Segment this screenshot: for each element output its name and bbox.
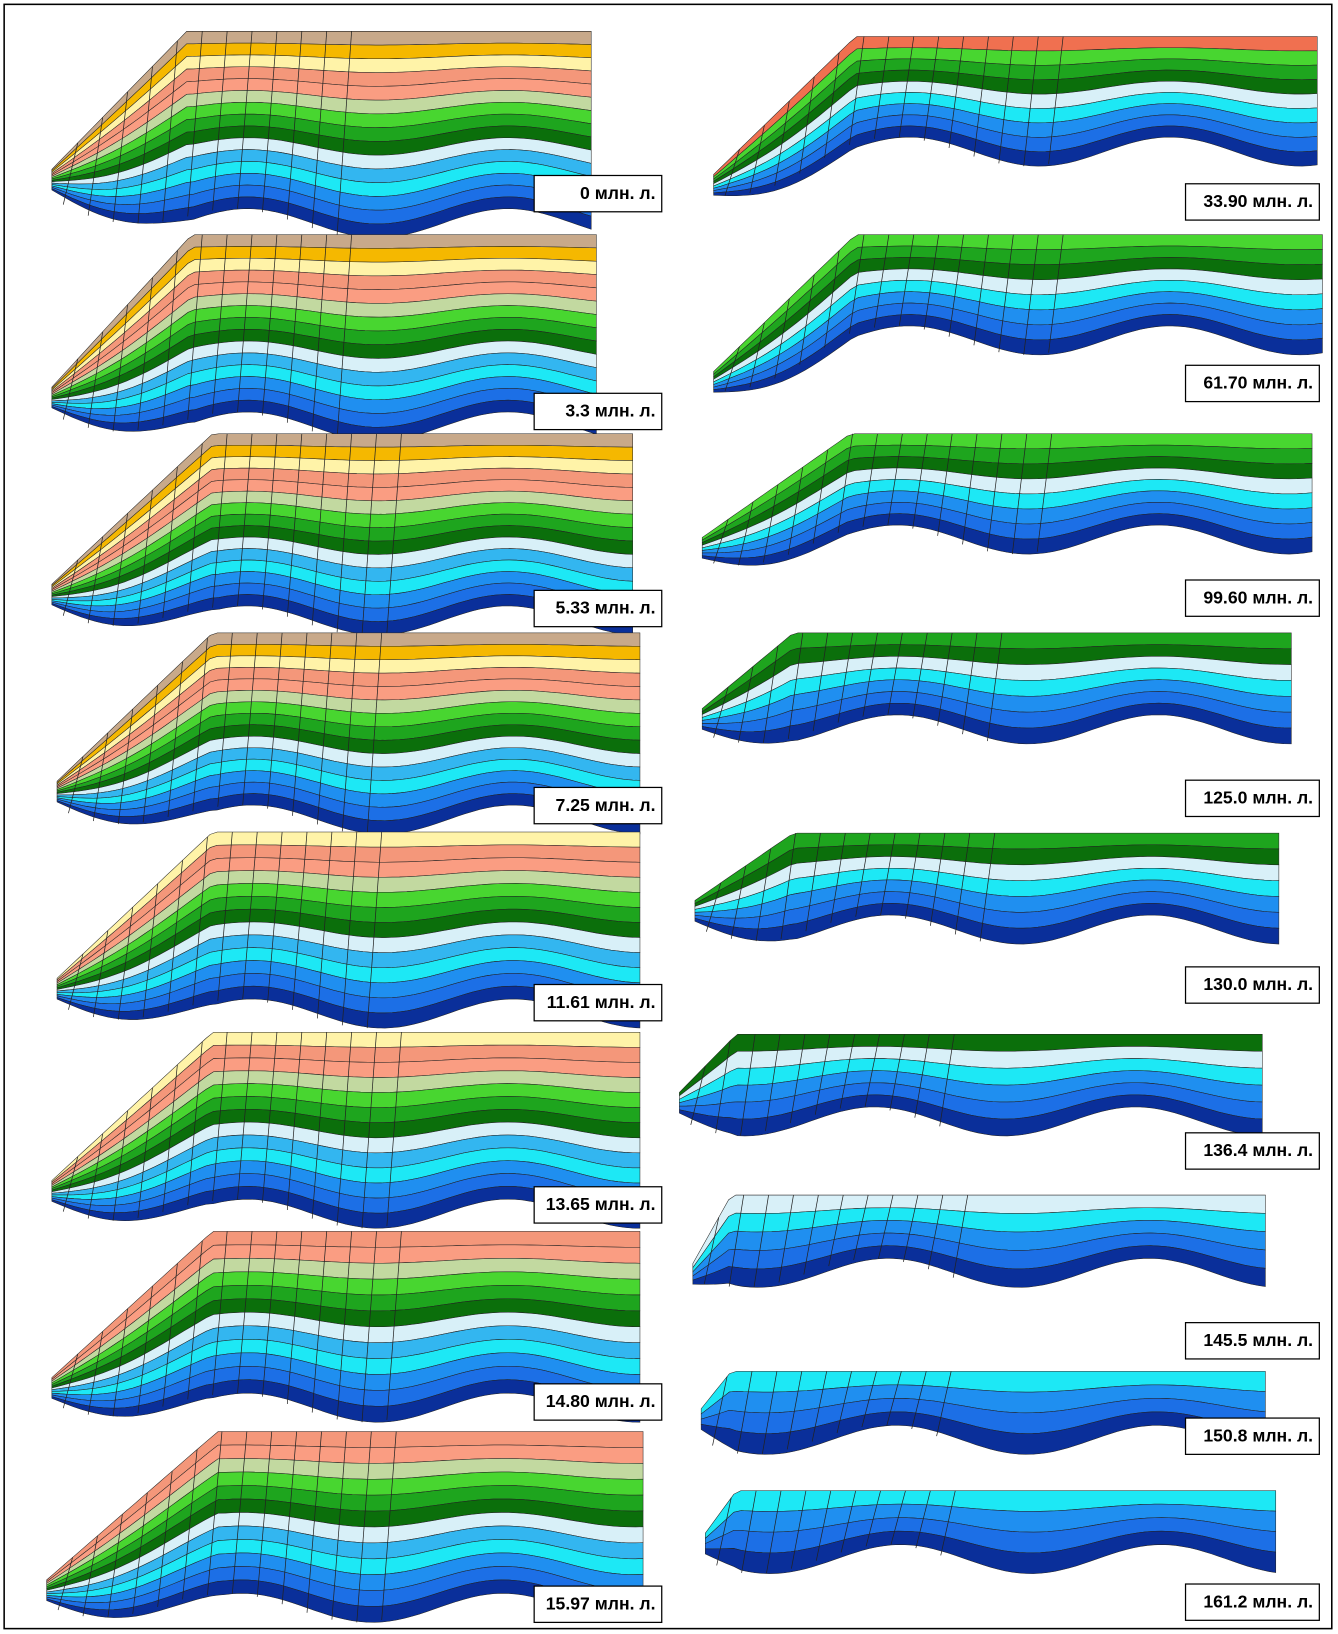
age-label: 15.97 млн. л. (546, 1593, 656, 1613)
figure: 0 млн. л. 3.3 млн. л. 5.33 млн. л. 7.25 млн… (0, 0, 1338, 1634)
age-label: 61.70 млн. л. (1203, 373, 1313, 393)
age-label: 5.33 млн. л. (556, 598, 656, 618)
age-label: 11.61 млн. л. (547, 992, 656, 1012)
age-label: 33.90 млн. л. (1203, 191, 1313, 211)
age-label: 145.5 млн. л. (1203, 1330, 1313, 1350)
age-label: 99.60 млн. л. (1203, 587, 1313, 607)
age-label: 13.65 млн. л. (546, 1194, 656, 1214)
age-label: 3.3 млн. л. (565, 401, 655, 421)
age-label: 130.0 млн. л. (1203, 974, 1313, 994)
age-label: 7.25 млн. л. (556, 795, 656, 815)
age-label: 161.2 млн. л. (1203, 1591, 1313, 1611)
age-label: 14.80 млн. л. (546, 1391, 656, 1411)
age-label: 136.4 млн. л. (1203, 1140, 1313, 1160)
age-label: 0 млн. л. (580, 183, 655, 203)
age-label: 125.0 млн. л. (1203, 788, 1313, 808)
age-label: 150.8 млн. л. (1203, 1425, 1313, 1445)
